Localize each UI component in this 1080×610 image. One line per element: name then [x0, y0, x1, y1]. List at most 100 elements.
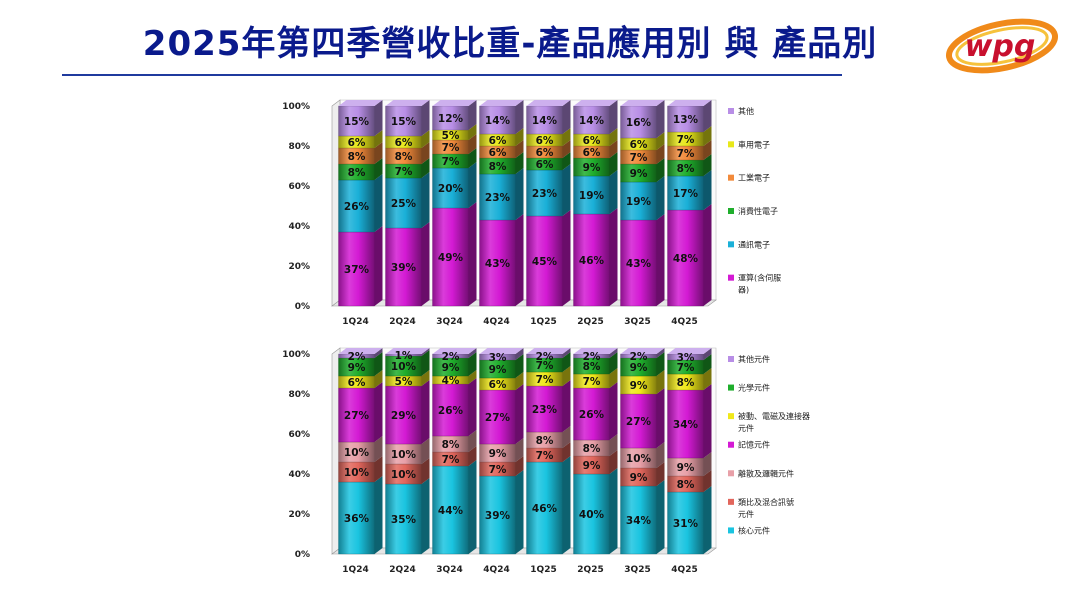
bar-segment-side: [468, 348, 477, 358]
data-label: 44%: [438, 505, 464, 517]
y-tick-label: 40%: [288, 222, 310, 232]
bar-segment-side: [609, 100, 618, 134]
data-label: 34%: [673, 419, 699, 431]
data-label: 39%: [391, 262, 417, 274]
bar-segment-side: [421, 142, 430, 164]
data-label: 7%: [677, 134, 695, 146]
x-tick-label: 3Q24: [436, 565, 462, 575]
legend-label: 核心元件: [738, 525, 770, 535]
bar-segment-side: [656, 214, 665, 306]
bar-segment-side: [515, 348, 524, 360]
bar-segment: [385, 483, 422, 555]
bar-segment: [338, 179, 375, 233]
bar-segment-side: [468, 148, 477, 168]
bar-segment-side: [468, 460, 477, 554]
bar-segment-side: [703, 384, 712, 458]
bar-segment: [432, 105, 469, 131]
data-label: 48%: [673, 253, 699, 265]
bar-segment-side: [562, 352, 571, 372]
data-label: 14%: [532, 115, 558, 127]
data-label: 5%: [395, 376, 413, 388]
bar-segment-side: [562, 380, 571, 432]
data-label: 7%: [536, 360, 554, 372]
bar-segment-side: [515, 214, 524, 306]
bar-segment-side: [562, 366, 571, 386]
bar-segment: [432, 167, 469, 209]
data-label: 6%: [583, 147, 601, 159]
bar-segment-side: [468, 378, 477, 436]
data-label: 15%: [391, 116, 417, 128]
bar-segment: [385, 177, 422, 229]
bar-segment: [667, 175, 704, 211]
bar-segment-side: [468, 134, 477, 154]
bar-segment-side: [421, 438, 430, 464]
data-label: 27%: [626, 416, 652, 428]
bar-top: [432, 100, 477, 106]
data-label: 2%: [348, 351, 366, 363]
x-tick-label: 4Q24: [483, 565, 509, 575]
data-label: 6%: [489, 135, 507, 147]
bar-top: [526, 100, 571, 106]
legend-label: 光學元件: [738, 383, 770, 393]
data-label: 10%: [344, 447, 370, 459]
bar-segment-side: [656, 176, 665, 220]
bar-segment: [573, 105, 610, 135]
bar-segment-side: [562, 348, 571, 358]
data-label: 7%: [536, 374, 554, 386]
data-label: 2%: [442, 351, 460, 363]
bar-segment-side: [468, 430, 477, 452]
bar-segment-side: [468, 446, 477, 466]
data-label: 7%: [677, 148, 695, 160]
data-label: 39%: [485, 510, 511, 522]
bar-segment-side: [374, 352, 383, 376]
bar-segment-side: [421, 348, 430, 356]
bar-segment: [620, 181, 657, 221]
data-label: 8%: [677, 163, 695, 175]
legend-swatch: [728, 174, 734, 181]
bar-segment: [385, 105, 422, 137]
legend-label: 其他元件: [738, 354, 770, 364]
y-tick-label: 20%: [288, 510, 310, 520]
bar-segment: [338, 231, 375, 307]
data-label: 16%: [626, 117, 652, 129]
bar-segment-side: [703, 354, 712, 374]
bar-segment-side: [421, 458, 430, 484]
x-tick-label: 2Q25: [577, 565, 603, 575]
bar-segment: [432, 383, 469, 437]
legend-label: 工業電子: [738, 173, 770, 183]
data-label: 34%: [626, 515, 652, 527]
data-label: 19%: [626, 196, 652, 208]
bar-segment: [385, 227, 422, 307]
x-tick-label: 1Q24: [342, 317, 368, 327]
legend-swatch: [728, 413, 734, 420]
bar-segment-side: [374, 436, 383, 462]
data-label: 10%: [391, 449, 417, 461]
bar-segment-side: [562, 100, 571, 134]
bar-segment-side: [609, 170, 618, 214]
bar-segment: [479, 389, 516, 445]
bar-segment-side: [703, 140, 712, 160]
bar-segment-side: [421, 380, 430, 444]
y-tick-label: 60%: [288, 430, 310, 440]
data-label: 31%: [673, 518, 699, 530]
legend-label: 類比及混合訊號元件: [738, 497, 794, 519]
bar-segment-side: [374, 456, 383, 482]
data-label: 25%: [391, 198, 417, 210]
data-label: 46%: [579, 255, 605, 267]
data-label: 43%: [485, 258, 511, 270]
data-label: 7%: [536, 450, 554, 462]
bar-segment-side: [515, 456, 524, 476]
bar-segment-side: [609, 348, 618, 358]
data-label: 7%: [442, 454, 460, 466]
data-label: 36%: [344, 513, 370, 525]
data-label: 7%: [630, 152, 648, 164]
data-label: 9%: [630, 168, 648, 180]
data-label: 8%: [677, 479, 695, 491]
bar-segment: [573, 387, 610, 441]
bar-segment-side: [468, 100, 477, 130]
data-label: 1%: [395, 350, 413, 362]
bar-segment-side: [609, 368, 618, 388]
data-label: 27%: [485, 412, 511, 424]
bar-top: [385, 348, 430, 354]
data-label: 9%: [677, 462, 695, 474]
